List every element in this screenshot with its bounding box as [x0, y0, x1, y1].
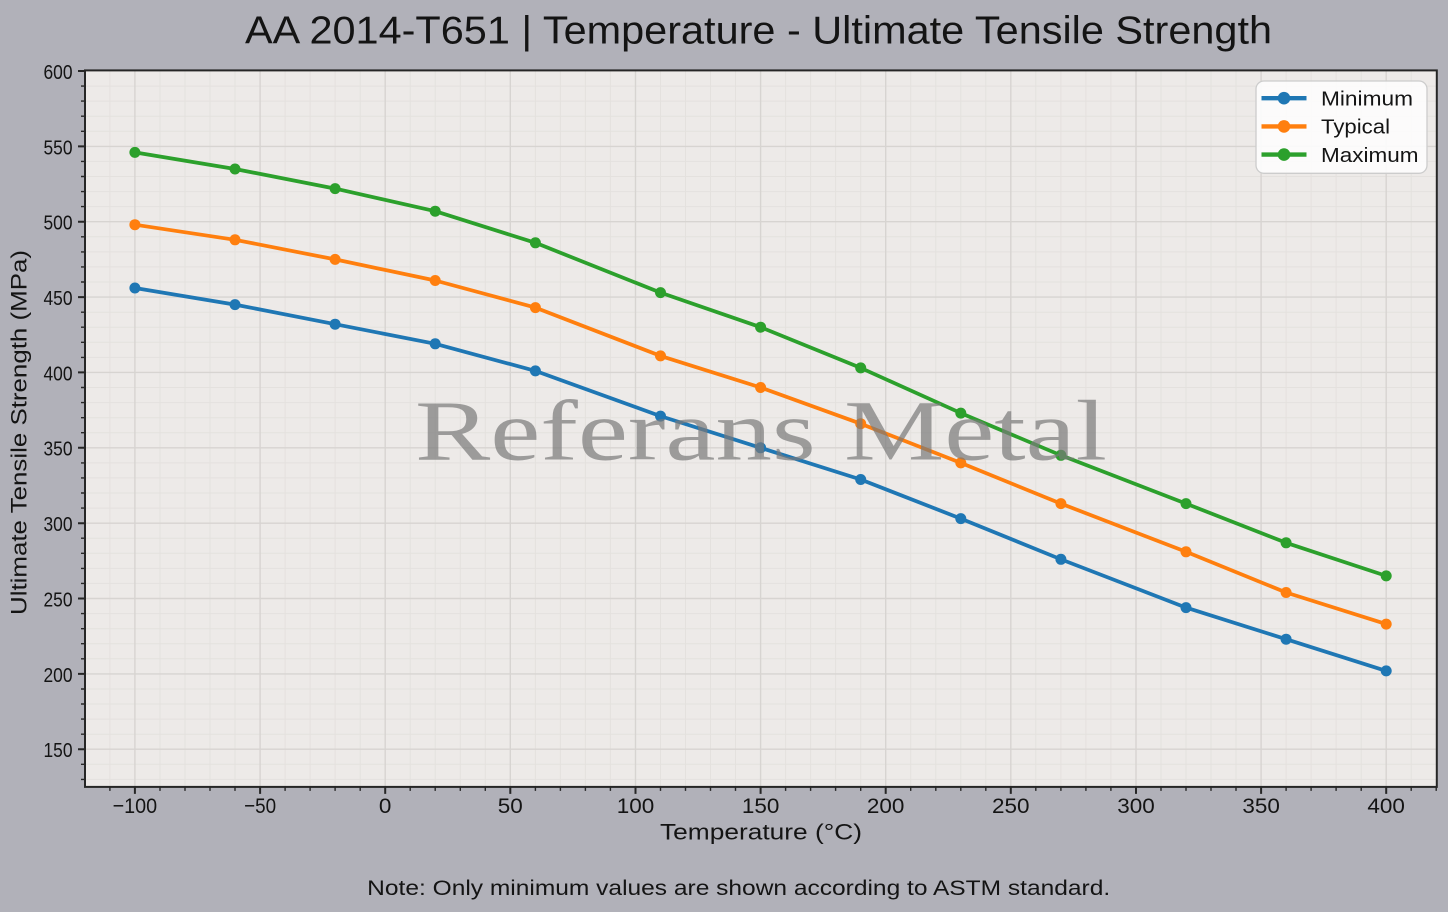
- svg-text:150: 150: [742, 794, 780, 818]
- svg-text:AA 2014-T651 | Temperature - U: AA 2014-T651 | Temperature - Ultimate Te…: [245, 10, 1272, 53]
- svg-text:Typical: Typical: [1321, 116, 1390, 139]
- svg-text:350: 350: [44, 439, 73, 461]
- svg-text:Note: Only minimum values are: Note: Only minimum values are shown acco…: [367, 877, 1110, 900]
- svg-text:−100: −100: [113, 794, 158, 818]
- svg-text:250: 250: [44, 589, 73, 611]
- svg-text:Minimum: Minimum: [1321, 87, 1413, 110]
- svg-text:300: 300: [1117, 794, 1155, 818]
- svg-text:500: 500: [44, 213, 73, 235]
- svg-text:Temperature (°C): Temperature (°C): [660, 820, 862, 845]
- svg-text:200: 200: [867, 794, 905, 818]
- svg-text:−50: −50: [244, 794, 276, 818]
- svg-text:400: 400: [44, 363, 73, 385]
- svg-text:Referans Metal: Referans Metal: [415, 383, 1107, 479]
- svg-text:350: 350: [1242, 794, 1280, 818]
- svg-text:600: 600: [44, 62, 73, 84]
- svg-text:200: 200: [44, 665, 73, 687]
- svg-text:50: 50: [498, 794, 523, 818]
- svg-text:450: 450: [44, 288, 73, 310]
- svg-text:300: 300: [44, 514, 73, 536]
- svg-text:550: 550: [44, 137, 73, 159]
- svg-text:Maximum: Maximum: [1321, 144, 1419, 167]
- svg-text:400: 400: [1367, 794, 1405, 818]
- svg-text:250: 250: [992, 794, 1030, 818]
- svg-text:100: 100: [617, 794, 655, 818]
- svg-text:Ultimate Tensile Strength (MPa: Ultimate Tensile Strength (MPa): [7, 250, 32, 615]
- svg-text:150: 150: [44, 740, 73, 762]
- svg-text:0: 0: [379, 794, 392, 818]
